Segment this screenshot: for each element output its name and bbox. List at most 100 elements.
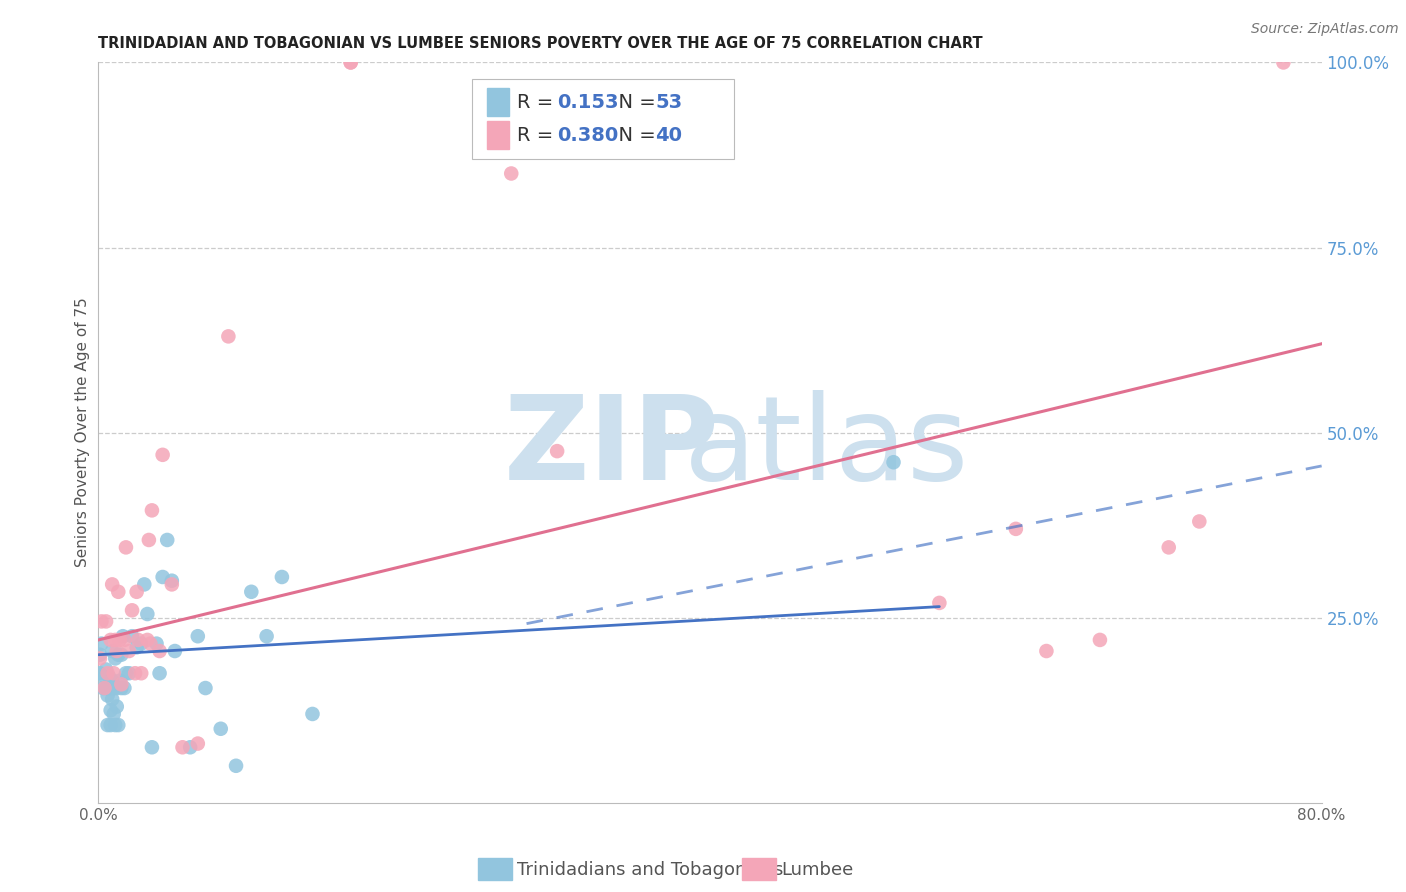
Point (104, 651, 127, 665)
Point (118, 666, 141, 681)
Point (209, 722, 232, 736)
Point (194, 681, 217, 695)
Point (93, 681, 115, 695)
Point (141, 740, 163, 755)
Point (152, 570, 174, 584)
Point (89, 666, 111, 681)
Point (103, 706, 125, 721)
Text: Lumbee: Lumbee (782, 861, 853, 879)
Point (98, 681, 121, 695)
Point (105, 699, 128, 714)
Point (103, 666, 125, 681)
Point (127, 632, 149, 647)
Point (104, 632, 127, 647)
Point (152, 448, 174, 462)
Point (187, 629, 209, 643)
Point (187, 737, 209, 751)
Point (1035, 644, 1057, 658)
Y-axis label: Seniors Poverty Over the Age of 75: Seniors Poverty Over the Age of 75 (75, 298, 90, 567)
Point (107, 648, 129, 662)
Point (256, 629, 278, 643)
FancyBboxPatch shape (471, 78, 734, 159)
Text: atlas: atlas (683, 390, 969, 505)
Point (97, 689, 120, 703)
Bar (488, 88, 509, 116)
Point (105, 644, 128, 658)
Point (104, 718, 127, 732)
Point (112, 632, 135, 647)
Point (121, 603, 143, 617)
Text: Trinidadians and Tobagonians: Trinidadians and Tobagonians (517, 861, 783, 879)
Point (134, 577, 156, 591)
Text: R =: R = (517, 126, 560, 145)
Point (103, 681, 125, 695)
Point (145, 637, 167, 651)
Text: TRINIDADIAN AND TOBAGONIAN VS LUMBEE SENIORS POVERTY OVER THE AGE OF 75 CORRELAT: TRINIDADIAN AND TOBAGONIAN VS LUMBEE SEN… (98, 36, 983, 51)
Point (124, 666, 146, 681)
Point (163, 644, 186, 658)
Point (90, 615, 112, 629)
Point (90, 637, 112, 651)
Point (94, 681, 117, 695)
Point (97, 666, 120, 681)
Text: N =: N = (606, 93, 662, 112)
Point (1157, 541, 1180, 555)
Point (100, 703, 122, 717)
Point (125, 640, 148, 655)
Text: 0.380: 0.380 (557, 126, 619, 145)
Point (339, 55, 361, 70)
Point (301, 706, 323, 721)
Point (111, 629, 134, 643)
Point (98, 670, 121, 684)
Point (100, 632, 122, 647)
Point (94, 615, 117, 629)
Point (100, 718, 122, 732)
Point (89, 651, 111, 665)
Text: 0.153: 0.153 (557, 93, 619, 112)
Point (172, 740, 194, 755)
Point (115, 541, 138, 555)
Point (240, 584, 263, 599)
Point (125, 584, 148, 599)
Point (270, 570, 292, 584)
Point (107, 584, 129, 599)
Point (101, 644, 124, 658)
Point (156, 533, 179, 547)
Point (121, 629, 143, 643)
Point (108, 673, 131, 688)
Point (149, 644, 172, 658)
Point (97, 718, 120, 732)
Point (93, 670, 115, 684)
Point (138, 533, 160, 547)
Point (108, 632, 131, 647)
Point (118, 644, 141, 658)
Point (129, 637, 152, 651)
Point (149, 666, 172, 681)
Point (91, 681, 114, 695)
Point (1088, 632, 1111, 647)
Point (94, 663, 117, 677)
Point (339, 55, 361, 70)
Point (928, 596, 950, 610)
Point (110, 648, 132, 662)
Point (129, 666, 152, 681)
Point (136, 632, 159, 647)
Point (546, 444, 568, 458)
Text: 53: 53 (655, 93, 682, 112)
Point (1188, 515, 1211, 529)
Text: R =: R = (517, 93, 560, 112)
Text: 40: 40 (655, 126, 682, 145)
Point (217, 329, 239, 343)
Point (179, 740, 201, 755)
Point (112, 681, 135, 695)
Text: Source: ZipAtlas.com: Source: ZipAtlas.com (1251, 22, 1399, 37)
Point (225, 758, 247, 772)
Point (501, 167, 523, 181)
Point (115, 666, 138, 681)
Point (883, 455, 905, 469)
Point (101, 692, 124, 706)
Point (101, 673, 124, 688)
Point (141, 503, 163, 517)
Text: ZIP: ZIP (505, 390, 720, 505)
Point (107, 718, 129, 732)
